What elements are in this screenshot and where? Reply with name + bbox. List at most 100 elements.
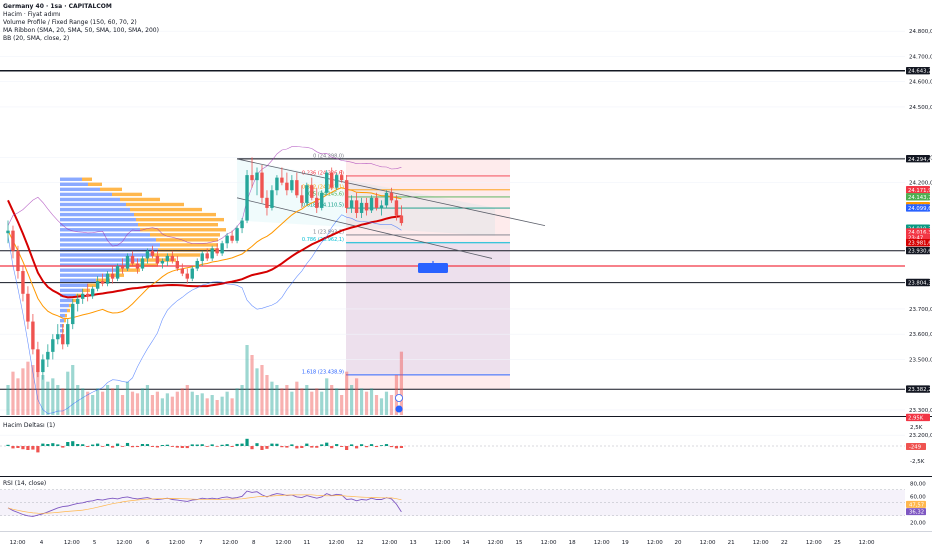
candle-body-10 <box>56 334 60 340</box>
fib-label-7: 1.618 (23.438,9) <box>302 369 344 375</box>
candle-body-60 <box>305 185 309 203</box>
volume-bar-40 <box>205 398 209 415</box>
vp-up-28 <box>60 318 64 323</box>
delta-bar-74 <box>374 446 379 448</box>
vp-down-18 <box>118 268 140 272</box>
candle-body-50 <box>255 172 259 181</box>
candle-body-53 <box>270 190 274 208</box>
vp-down-26 <box>67 308 70 313</box>
candle-body-0 <box>6 230 10 234</box>
delta-bar-62 <box>315 446 319 448</box>
rsi-tick-1: 60,00 <box>910 494 926 500</box>
price-label-2: 24.171,9 <box>908 188 932 194</box>
delta-bar-3 <box>21 446 25 450</box>
candle-body-16 <box>85 293 90 297</box>
vp-down-14 <box>158 248 218 252</box>
vp-down-0 <box>82 177 92 181</box>
delta-bar-9 <box>51 443 55 446</box>
delta-bar-42 <box>215 446 219 447</box>
vp-up-6 <box>60 207 130 212</box>
volume-bar-75 <box>379 398 384 415</box>
price-label-11: 23.804,3 <box>908 281 932 287</box>
candle-body-9 <box>51 339 55 352</box>
volume-bars <box>6 345 404 415</box>
price-label-0: 24.643,2 <box>908 69 932 75</box>
candle-body-47 <box>240 220 244 229</box>
vp-up-0 <box>60 177 82 181</box>
delta-pane-title[interactable]: Hacim Deltası (1) <box>3 422 56 429</box>
candle-body-36 <box>185 273 189 279</box>
vp-up-12 <box>60 238 156 242</box>
delta-bar-69 <box>350 444 354 446</box>
rsi-pane-title[interactable]: RSI (14, close) <box>3 480 47 487</box>
candle-body-73 <box>369 197 374 211</box>
delta-bar-44 <box>225 444 229 446</box>
price-tick-10: 23.200,0 <box>909 433 932 439</box>
delta-bar-66 <box>335 444 339 446</box>
volume-bar-16 <box>86 391 90 415</box>
legend-symbol[interactable]: Germany 40 · 1sa · CAPITALCOM <box>3 3 112 10</box>
candle-body-77 <box>389 192 394 201</box>
price-tick-7: 23.600,0 <box>909 332 932 338</box>
delta-tick-0: 2,5K <box>910 425 923 431</box>
rsi-value-bg-1 <box>906 508 926 516</box>
delta-bar-13 <box>71 441 75 446</box>
legend-volume[interactable]: Hacim · Fiyat adımı <box>3 11 61 18</box>
candle-body-55 <box>280 177 284 183</box>
volume-bar-30 <box>155 391 159 415</box>
delta-bar-65 <box>330 446 334 449</box>
delta-bar-32 <box>165 444 169 446</box>
candle-body-44 <box>225 235 229 244</box>
legend-ma-ribbon[interactable]: MA Ribbon (SMA, 20, SMA, 50, SMA, 100, S… <box>3 27 159 34</box>
volume-bar-51 <box>260 365 264 415</box>
candle-body-59 <box>300 195 304 203</box>
volume-bar-61 <box>310 391 314 415</box>
vp-down-23 <box>76 293 82 298</box>
delta-bar-47 <box>240 443 244 446</box>
vp-down-2 <box>100 187 122 192</box>
candle-body-4 <box>26 293 30 322</box>
delta-bar-2 <box>16 446 20 448</box>
legend-volume-profile[interactable]: Volume Profile / Fixed Range (150, 60, 7… <box>3 19 137 26</box>
price-label-bg-9 <box>906 238 930 247</box>
delta-bar-8 <box>46 444 50 446</box>
candle-body-72 <box>364 202 369 211</box>
volume-bar-54 <box>275 385 279 415</box>
candle-body-41 <box>210 248 214 259</box>
vp-up-11 <box>60 233 150 237</box>
time-label-25: 20 <box>675 540 682 546</box>
vp-down-7 <box>134 212 216 217</box>
price-label-bg-10 <box>906 246 930 255</box>
candle-body-45 <box>230 235 234 241</box>
delta-bar-72 <box>364 446 369 448</box>
delta-bar-27 <box>140 444 145 446</box>
candle-body-46 <box>235 228 239 241</box>
price-label-bg-3 <box>906 193 930 201</box>
price-label-3: 24.143,7 <box>908 195 932 201</box>
volume-bar-66 <box>335 388 339 415</box>
time-label-4: 12:00 <box>116 540 132 546</box>
time-label-14: 12:00 <box>382 540 398 546</box>
delta-bar-25 <box>130 446 135 448</box>
delta-bar-57 <box>290 444 294 446</box>
candle-body-28 <box>145 250 150 259</box>
delta-bar-0 <box>6 444 10 446</box>
volume-bar-21 <box>110 388 115 415</box>
candle-body-21 <box>110 273 115 279</box>
price-tick-0: 24.800,0 <box>909 29 932 35</box>
legend-bollinger[interactable]: BB (20, SMA, close, 2) <box>3 35 70 42</box>
volume-bar-2 <box>16 378 20 415</box>
delta-bar-12 <box>66 442 70 446</box>
fib-label-1: 0.236 (24.226,6) <box>302 170 344 176</box>
candle-body-26 <box>135 263 140 269</box>
delta-bar-18 <box>96 443 100 446</box>
candle-body-5 <box>31 321 35 350</box>
candle-body-25 <box>130 255 135 264</box>
price-label-1: 24.294,4 <box>908 157 932 163</box>
delta-bar-34 <box>175 446 179 448</box>
volume-bar-47 <box>240 385 244 415</box>
candle-body-71 <box>359 202 364 213</box>
time-label-15: 13 <box>410 540 417 546</box>
